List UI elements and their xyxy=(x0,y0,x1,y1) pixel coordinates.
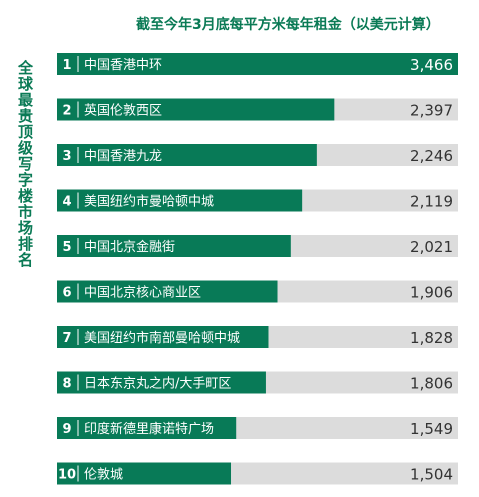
rank-number: 7 xyxy=(62,331,71,346)
bar-row: 2 英国伦敦西区 2,397 xyxy=(57,98,458,121)
bar xyxy=(57,417,237,439)
bar xyxy=(57,144,317,166)
bar-row: 9 印度新德里康诺特广场 1,549 xyxy=(57,417,458,439)
chart-side-title: 全球最贵顶级写字楼市场排名 xyxy=(16,60,34,268)
category-label: 印度新德里康诺特广场 xyxy=(84,421,214,437)
bar-row: 10 伦敦城 1,504 xyxy=(57,462,458,485)
value-label: 2,119 xyxy=(410,193,453,211)
bar-row: 6 中国北京核心商业区 1,906 xyxy=(57,280,458,303)
bar-row: 7 美国纽约市南部曼哈顿中城 1,828 xyxy=(57,326,458,348)
value-label: 1,906 xyxy=(410,284,453,302)
value-label: 2,021 xyxy=(410,238,453,256)
rank-number: 9 xyxy=(62,422,71,437)
rank-number: 10 xyxy=(58,468,76,483)
rank-number: 8 xyxy=(62,377,71,392)
bar xyxy=(57,98,335,121)
rank-number: 4 xyxy=(62,195,71,210)
value-label: 1,806 xyxy=(410,375,453,393)
category-label: 中国香港九龙 xyxy=(84,149,162,164)
bar-row: 5 中国北京金融街 2,021 xyxy=(57,235,458,257)
bar-row: 8 日本东京丸之内/大手町区 1,806 xyxy=(57,371,458,394)
category-label: 英国伦敦西区 xyxy=(84,103,162,119)
value-label: 1,504 xyxy=(410,466,453,484)
value-label: 2,246 xyxy=(410,147,453,165)
category-label: 伦敦城 xyxy=(84,467,123,483)
bar xyxy=(57,235,291,257)
bar xyxy=(57,280,278,303)
category-label: 日本东京丸之内/大手町区 xyxy=(84,376,231,392)
rank-number: 2 xyxy=(62,104,71,119)
rank-number: 6 xyxy=(62,286,71,301)
bar-row: 4 美国纽约市曼哈顿中城 2,119 xyxy=(57,189,458,212)
bar xyxy=(57,53,458,75)
value-label: 1,549 xyxy=(410,420,453,438)
value-label: 1,828 xyxy=(410,329,453,347)
bar xyxy=(57,326,269,348)
category-label: 中国香港中环 xyxy=(84,58,162,73)
rank-number: 5 xyxy=(62,240,71,255)
category-label: 美国纽约市南部曼哈顿中城 xyxy=(84,330,240,346)
bar xyxy=(57,462,232,485)
bar-row: 3 中国香港九龙 2,246 xyxy=(57,144,458,166)
bar-row: 1 中国香港中环 3,466 xyxy=(57,53,458,75)
value-label: 3,466 xyxy=(410,56,453,74)
bar xyxy=(57,371,266,394)
value-label: 2,397 xyxy=(410,102,453,120)
rank-number: 3 xyxy=(62,149,71,164)
category-label: 美国纽约市曼哈顿中城 xyxy=(84,194,214,210)
bar xyxy=(57,189,303,212)
rank-number: 1 xyxy=(62,58,71,73)
category-label: 中国北京核心商业区 xyxy=(84,286,201,301)
chart-title: 截至今年3月底每平方米每年租金（以美元计算） xyxy=(136,17,440,33)
category-label: 中国北京金融街 xyxy=(84,239,175,255)
